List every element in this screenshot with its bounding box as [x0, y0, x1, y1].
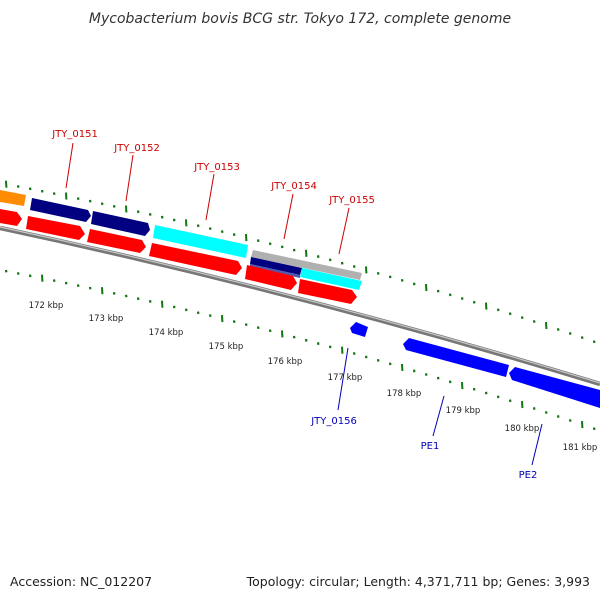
accession-text: Accession: NC_012207	[10, 574, 152, 589]
navy-gene-arrow-1[interactable]	[30, 198, 91, 222]
navy-gene-segment-3[interactable]	[250, 257, 302, 275]
red-gene-arrow-3[interactable]	[87, 229, 146, 253]
reverse-strand-features	[350, 322, 600, 408]
leader-line-pe1	[432, 395, 445, 437]
inner-scale-ticks	[4, 269, 596, 431]
gene-label-jty0156[interactable]: JTY_0156	[310, 416, 357, 427]
gene-label-pe1[interactable]: PE1	[421, 441, 440, 452]
scale-label-175: 175 kbp	[209, 342, 244, 352]
leader-line-jty0153	[205, 173, 215, 221]
gene-label-jty0151[interactable]: JTY_0151	[51, 129, 98, 140]
orange-gene-arrow[interactable]	[0, 190, 26, 206]
reverse-gene-labels: JTY_0156 PE1 PE2	[310, 347, 543, 481]
slate-gene-segment[interactable]	[250, 264, 300, 278]
forward-gene-labels: JTY_0151 JTY_0152 JTY_0153 JTY_0154 JTY_…	[51, 129, 375, 255]
scale-label-173: 173 kbp	[89, 314, 124, 324]
cyan-gene-arrow[interactable]	[153, 225, 248, 258]
scale-label-176: 176 kbp	[268, 357, 303, 367]
outer-scale-ticks	[5, 180, 596, 344]
gene-label-pe2[interactable]: PE2	[519, 470, 538, 481]
gene-label-jty0155[interactable]: JTY_0155	[328, 195, 375, 206]
navy-gene-arrow-2[interactable]	[91, 211, 150, 236]
map-title: Mycobacterium bovis BCG str. Tokyo 172, …	[89, 11, 511, 27]
red-gene-arrow-6[interactable]	[298, 279, 357, 304]
leader-line-pe2	[531, 423, 543, 466]
gene-label-jty0152[interactable]: JTY_0152	[113, 143, 160, 154]
genome-backbone	[0, 225, 600, 387]
leader-line-jty0152	[125, 154, 134, 202]
scale-label-181: 181 kbp	[563, 443, 598, 453]
blue-gene-pe1[interactable]	[403, 338, 509, 377]
leader-line-jty0156	[337, 347, 349, 411]
gray-gene-segment[interactable]	[251, 250, 362, 280]
cyan-gene-segment-2[interactable]	[300, 268, 362, 290]
scale-label-179: 179 kbp	[446, 406, 481, 416]
scale-label-174: 174 kbp	[149, 328, 184, 338]
red-gene-arrow-2[interactable]	[26, 216, 85, 240]
blue-gene-small[interactable]	[350, 322, 368, 337]
genome-summary-text: Topology: circular; Length: 4,371,711 bp…	[246, 574, 590, 589]
scale-label-172: 172 kbp	[29, 301, 64, 311]
scale-label-177: 177 kbp	[328, 373, 363, 383]
leader-line-jty0151	[65, 142, 74, 189]
scale-label-180: 180 kbp	[505, 424, 540, 434]
leader-line-jty0154	[283, 193, 294, 240]
red-gene-arrow-1[interactable]	[0, 209, 22, 226]
gene-label-jty0154[interactable]: JTY_0154	[270, 181, 317, 192]
gene-label-jty0153[interactable]: JTY_0153	[193, 162, 240, 173]
scale-label-178: 178 kbp	[387, 389, 422, 399]
leader-line-jty0155	[338, 207, 350, 255]
forward-strand-features	[0, 190, 362, 304]
red-gene-arrow-4[interactable]	[149, 243, 242, 275]
genome-backbone-highlight	[0, 226, 600, 384]
scale-labels: 172 kbp 173 kbp 174 kbp 175 kbp 176 kbp …	[29, 301, 598, 453]
red-gene-arrow-5[interactable]	[245, 265, 297, 290]
blue-gene-pe2[interactable]	[509, 367, 600, 408]
